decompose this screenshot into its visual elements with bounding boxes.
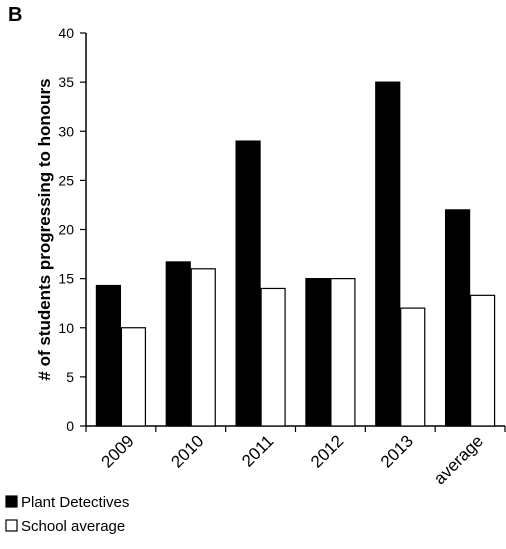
y-tick-label: 40 bbox=[58, 25, 74, 41]
y-tick-label: 15 bbox=[58, 271, 74, 287]
y-tick-label: 10 bbox=[58, 320, 74, 336]
x-tick-label: average bbox=[430, 431, 487, 488]
bar-plant-detectives bbox=[375, 81, 401, 427]
legend-swatch bbox=[5, 495, 18, 508]
bar-school-average bbox=[469, 294, 496, 427]
bar-plant-detectives bbox=[235, 140, 261, 427]
y-tick-label: 35 bbox=[58, 74, 74, 90]
bar-school-average bbox=[400, 307, 426, 427]
y-tick-label: 0 bbox=[66, 418, 74, 434]
bar-school-average bbox=[330, 278, 356, 427]
bar-plant-detectives bbox=[444, 209, 471, 427]
y-tick-label: 30 bbox=[58, 123, 74, 139]
legend-label: School average bbox=[21, 518, 125, 535]
bar-plant-detectives bbox=[305, 278, 331, 427]
bar-school-average bbox=[120, 327, 147, 427]
panel-label: B bbox=[8, 4, 23, 26]
x-tick-label: 2012 bbox=[307, 431, 347, 471]
x-tick-label: 2011 bbox=[238, 431, 277, 470]
x-tick-label: 2013 bbox=[377, 431, 417, 471]
x-tick-label: 2010 bbox=[167, 431, 207, 471]
bar-plant-detectives bbox=[95, 284, 122, 427]
x-tick-label: 2009 bbox=[98, 431, 138, 471]
y-tick-label: 5 bbox=[66, 369, 74, 385]
y-tick-label: 25 bbox=[58, 172, 74, 188]
legend-label: Plant Detectives bbox=[21, 494, 129, 511]
bar-plant-detectives bbox=[165, 261, 191, 427]
bar-school-average bbox=[260, 287, 286, 427]
y-axis-title: # of students progressing to honours bbox=[35, 78, 54, 380]
legend-swatch bbox=[5, 519, 18, 532]
y-tick-label: 20 bbox=[58, 222, 74, 238]
bar-school-average bbox=[190, 268, 216, 427]
